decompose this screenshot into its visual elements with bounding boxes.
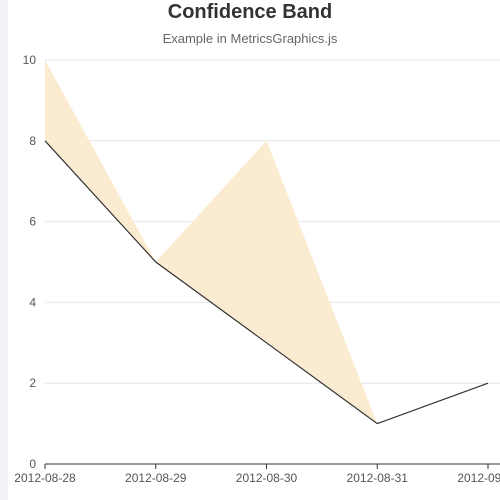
x-tick-label: 2012-09-01 [457, 471, 500, 485]
series-line [44, 140, 489, 425]
x-tick-label: 2012-08-28 [14, 471, 76, 485]
page-edge-strip [0, 0, 8, 500]
confidence-band [45, 60, 488, 424]
x-tick-label: 2012-08-31 [347, 471, 409, 485]
chart-subtitle: Example in MetricsGraphics.js [162, 31, 338, 46]
y-tick-label: 8 [29, 134, 36, 148]
y-tick-label: 0 [29, 457, 36, 471]
x-tick-label: 2012-08-30 [236, 471, 298, 485]
x-tick-label: 2012-08-29 [125, 471, 187, 485]
y-tick-label: 10 [23, 53, 37, 67]
chart-title: Confidence Band [167, 1, 333, 23]
y-tick-label: 4 [29, 295, 36, 309]
y-tick-label: 6 [29, 215, 36, 229]
y-tick-label: 2 [29, 376, 36, 390]
